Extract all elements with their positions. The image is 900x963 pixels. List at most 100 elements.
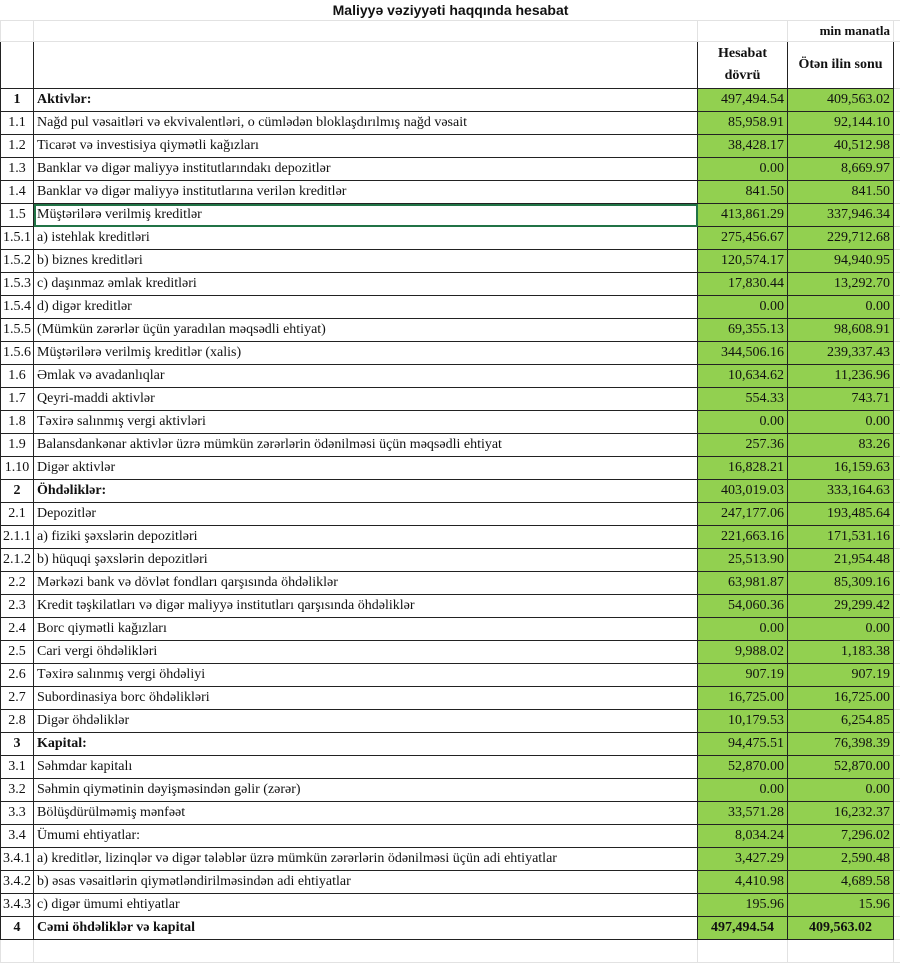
row-label[interactable]: Nağd pul vəsaitləri və ekvivalentləri, o… <box>34 112 698 135</box>
report-title[interactable]: Maliyyə vəziyyəti haqqında hesabat <box>1 0 900 21</box>
row-number[interactable]: 2 <box>1 480 34 503</box>
current-period-value[interactable]: 94,475.51 <box>698 733 788 756</box>
current-period-value[interactable]: 16,725.00 <box>698 687 788 710</box>
current-period-value[interactable]: 0.00 <box>698 296 788 319</box>
row-label[interactable]: b) əsas vəsaitlərin qiymətləndirilməsind… <box>34 871 698 894</box>
cell[interactable] <box>894 342 900 365</box>
current-period-value[interactable]: 63,981.87 <box>698 572 788 595</box>
cell[interactable] <box>894 158 900 181</box>
previous-year-end-value[interactable]: 76,398.39 <box>788 733 894 756</box>
cell[interactable] <box>894 618 900 641</box>
cell[interactable] <box>894 756 900 779</box>
current-period-value[interactable]: 54,060.36 <box>698 595 788 618</box>
row-number[interactable]: 1.3 <box>1 158 34 181</box>
row-number[interactable]: 2.8 <box>1 710 34 733</box>
cell[interactable] <box>894 89 900 112</box>
current-period-value[interactable]: 0.00 <box>698 158 788 181</box>
previous-year-end-value[interactable]: 1,183.38 <box>788 641 894 664</box>
cell[interactable] <box>894 181 900 204</box>
row-number[interactable]: 3.4.1 <box>1 848 34 871</box>
previous-year-end-value[interactable]: 409,563.02 <box>788 89 894 112</box>
row-label[interactable]: Səhmin qiymətinin dəyişməsindən gəlir (z… <box>34 779 698 802</box>
cell[interactable] <box>894 503 900 526</box>
cell[interactable] <box>894 135 900 158</box>
previous-year-end-value[interactable]: 52,870.00 <box>788 756 894 779</box>
row-number[interactable]: 2.1.1 <box>1 526 34 549</box>
row-number[interactable]: 1.5.5 <box>1 319 34 342</box>
cell[interactable] <box>894 42 900 89</box>
row-label[interactable]: Qeyri-maddi aktivlər <box>34 388 698 411</box>
row-number[interactable]: 4 <box>1 917 34 940</box>
current-period-value[interactable]: 907.19 <box>698 664 788 687</box>
cell[interactable] <box>1 940 34 963</box>
row-label[interactable]: Təxirə salınmış vergi öhdəliyi <box>34 664 698 687</box>
row-label[interactable]: c) digər ümumi ehtiyatlar <box>34 894 698 917</box>
row-label[interactable]: Bölüşdürülməmiş mənfəət <box>34 802 698 825</box>
cell[interactable] <box>894 434 900 457</box>
row-label[interactable]: Subordinasiya borc öhdəlikləri <box>34 687 698 710</box>
row-number[interactable]: 2.3 <box>1 595 34 618</box>
previous-year-end-value[interactable]: 0.00 <box>788 779 894 802</box>
row-number[interactable]: 1.2 <box>1 135 34 158</box>
cell[interactable] <box>894 411 900 434</box>
previous-year-end-value[interactable]: 16,232.37 <box>788 802 894 825</box>
row-label[interactable]: d) digər kreditlər <box>34 296 698 319</box>
cell[interactable] <box>894 250 900 273</box>
previous-year-end-value[interactable]: 40,512.98 <box>788 135 894 158</box>
cell[interactable] <box>894 733 900 756</box>
current-period-value[interactable]: 497,494.54 <box>698 89 788 112</box>
row-label[interactable]: b) biznes kreditləri <box>34 250 698 273</box>
current-period-value[interactable]: 9,988.02 <box>698 641 788 664</box>
row-number[interactable]: 1.9 <box>1 434 34 457</box>
cell[interactable] <box>894 687 900 710</box>
unit-label[interactable]: min manatla <box>788 21 894 42</box>
cell[interactable] <box>894 894 900 917</box>
cell[interactable] <box>894 641 900 664</box>
current-period-value[interactable]: 0.00 <box>698 779 788 802</box>
row-number[interactable]: 3.4 <box>1 825 34 848</box>
cell[interactable] <box>894 480 900 503</box>
cell[interactable] <box>894 710 900 733</box>
current-period-value[interactable]: 403,019.03 <box>698 480 788 503</box>
current-period-value[interactable]: 0.00 <box>698 618 788 641</box>
row-number[interactable]: 1.7 <box>1 388 34 411</box>
previous-year-end-value[interactable]: 193,485.64 <box>788 503 894 526</box>
cell[interactable] <box>894 940 900 963</box>
current-period-value[interactable]: 0.00 <box>698 411 788 434</box>
current-period-value[interactable]: 841.50 <box>698 181 788 204</box>
row-label[interactable]: Müştərilərə verilmiş kreditlər <box>34 204 698 227</box>
previous-year-end-value[interactable]: 7,296.02 <box>788 825 894 848</box>
previous-year-end-value[interactable]: 2,590.48 <box>788 848 894 871</box>
previous-year-end-value[interactable]: 4,689.58 <box>788 871 894 894</box>
row-number[interactable]: 1 <box>1 89 34 112</box>
current-period-value[interactable]: 10,179.53 <box>698 710 788 733</box>
cell[interactable] <box>698 940 788 963</box>
current-period-value[interactable]: 52,870.00 <box>698 756 788 779</box>
current-period-value[interactable]: 195.96 <box>698 894 788 917</box>
cell[interactable] <box>34 21 698 42</box>
current-period-value[interactable]: 554.33 <box>698 388 788 411</box>
row-number[interactable]: 1.5.4 <box>1 296 34 319</box>
row-label[interactable]: Digər aktivlər <box>34 457 698 480</box>
row-label[interactable]: Təxirə salınmış vergi aktivləri <box>34 411 698 434</box>
cell[interactable] <box>34 940 698 963</box>
cell[interactable] <box>894 802 900 825</box>
previous-year-end-value[interactable]: 337,946.34 <box>788 204 894 227</box>
row-label[interactable]: (Mümkün zərərlər üçün yaradılan məqsədli… <box>34 319 698 342</box>
current-period-value[interactable]: 497,494.54 <box>698 917 788 940</box>
current-period-value[interactable]: 33,571.28 <box>698 802 788 825</box>
previous-year-end-value[interactable]: 16,159.63 <box>788 457 894 480</box>
cell[interactable] <box>894 457 900 480</box>
previous-year-end-value[interactable]: 92,144.10 <box>788 112 894 135</box>
previous-year-end-value[interactable]: 409,563.02 <box>788 917 894 940</box>
current-period-value[interactable]: 38,428.17 <box>698 135 788 158</box>
cell[interactable] <box>1 21 34 42</box>
row-number[interactable]: 1.1 <box>1 112 34 135</box>
current-period-value[interactable]: 17,830.44 <box>698 273 788 296</box>
row-number[interactable]: 1.5.3 <box>1 273 34 296</box>
current-period-value[interactable]: 344,506.16 <box>698 342 788 365</box>
row-label[interactable]: Ticarət və investisiya qiymətli kağızlar… <box>34 135 698 158</box>
row-number[interactable]: 3.4.2 <box>1 871 34 894</box>
cell[interactable] <box>698 21 788 42</box>
current-period-value[interactable]: 221,663.16 <box>698 526 788 549</box>
